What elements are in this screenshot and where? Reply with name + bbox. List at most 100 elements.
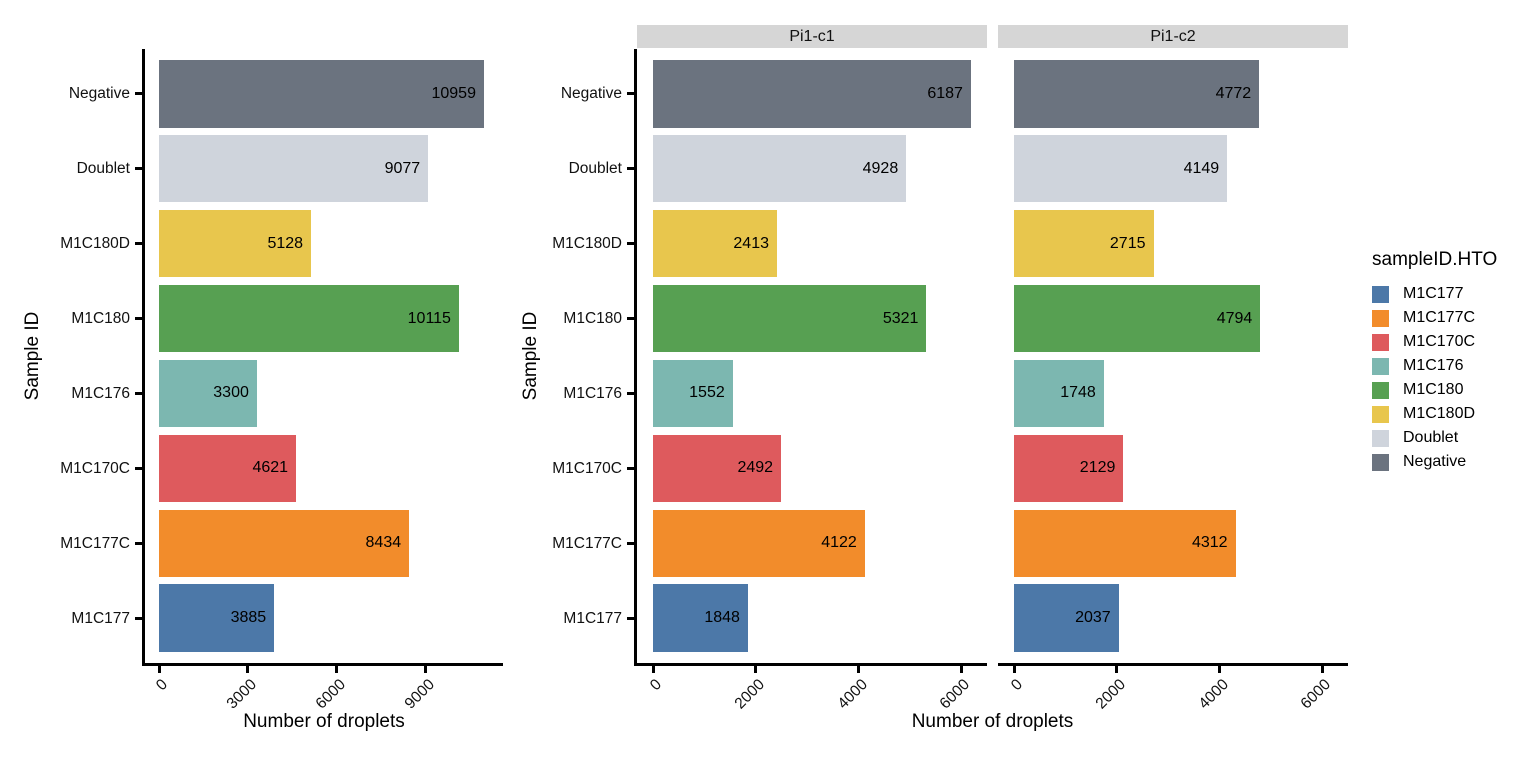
legend-swatch-negative [1372,453,1389,471]
bar-value-label: 10115 [407,309,451,327]
x-tick [651,666,655,673]
bar-value-label: 4772 [1215,84,1252,102]
y-axis-title-facets: Sample ID [520,311,541,401]
bar-all-m1c180d: 5128 [159,209,312,278]
y-tick [135,541,142,545]
bar-value-label: 3885 [230,609,267,627]
y-tick [135,317,142,321]
bar-value-label: 2413 [733,234,769,252]
legend-swatch-m1c177 [1372,285,1389,303]
y-axis-title-left: Sample ID [22,311,43,401]
legend-swatch-m1c177c [1372,309,1389,327]
y-tick [627,541,634,545]
legend-label-m1c177: M1C177 [1403,285,1464,302]
legend-swatch-m1c180d [1372,405,1389,423]
bar-value-label: 2715 [1109,234,1146,252]
bar-all-m1c180: 10115 [159,284,459,353]
bar-value-label: 4928 [862,159,899,177]
x-tick [246,666,250,673]
bar-pi1-c1-m1c177c: 4122 [653,509,865,577]
bar-value-label: 6187 [927,84,963,102]
bar-pi1-c2-m1c180d: 2715 [1014,209,1154,278]
bar-all-doublet: 9077 [159,135,429,203]
y-category-label: Negative [68,85,130,103]
legend-swatch-m1c180 [1372,381,1389,399]
bar-value-label: 9077 [384,159,421,177]
bar-value-label: 5128 [267,234,304,252]
bar-all-m1c170c: 4621 [159,434,297,502]
legend-label-doublet: Doublet [1403,429,1459,446]
x-tick [959,666,963,673]
bar-value-label: 3300 [213,384,249,402]
x-axis-title-left: Number of droplets [243,711,405,732]
bar-value-label: 2492 [737,459,774,477]
y-tick [627,242,634,246]
y-tick [135,616,142,620]
y-tick [627,616,634,620]
legend-swatch-doublet [1372,429,1389,447]
y-tick [627,466,634,470]
x-tick [754,666,758,673]
x-tick [157,666,161,673]
y-axis-line [634,49,637,666]
y-tick [627,391,634,395]
x-tick [335,666,339,673]
y-category-label: M1C177C [552,534,622,552]
bar-pi1-c1-m1c176: 1552 [653,359,733,428]
x-tick [857,666,861,673]
bar-value-label: 4621 [252,459,289,477]
bar-value-label: 5321 [882,309,919,327]
y-tick [627,92,634,96]
bar-value-label: 1848 [704,609,740,627]
bar-pi1-c2-doublet: 4149 [1014,135,1228,203]
bar-pi1-c2-m1c177c: 4312 [1014,509,1236,577]
bar-value-label: 4149 [1183,159,1220,177]
x-axis-line [634,663,987,666]
legend-label-m1c176: M1C176 [1403,357,1464,374]
facet-strip-pi1-c2: Pi1-c2 [998,25,1348,48]
y-tick [135,466,142,470]
bar-all-m1c176: 3300 [159,359,257,428]
bar-pi1-c2-m1c176: 1748 [1014,359,1104,428]
legend-swatch-m1c170c [1372,333,1389,351]
bar-all-m1c177: 3885 [159,584,275,652]
bar-pi1-c2-m1c180: 4794 [1014,284,1261,353]
y-category-label: M1C180 [563,310,622,328]
facet-strip-pi1-c1: Pi1-c1 [637,25,987,48]
bar-value-label: 1748 [1060,384,1096,402]
bar-value-label: 2129 [1079,459,1116,477]
bar-pi1-c1-m1c177: 1848 [653,584,748,652]
bar-value-label: 1552 [689,384,725,402]
bar-pi1-c1-m1c170c: 2492 [653,434,782,502]
y-category-label: Doublet [76,160,130,178]
bar-value-label: 4794 [1216,309,1253,327]
legend-label-m1c177c: M1C177C [1403,309,1476,326]
y-category-label: Negative [560,85,622,103]
y-category-label: M1C177 [71,609,130,627]
x-tick [1218,666,1222,673]
y-tick [135,92,142,96]
x-axis-line [142,663,503,666]
x-axis-line [998,663,1348,666]
bar-all-negative: 10959 [159,60,484,128]
legend-title: sampleID.HTO [1372,249,1498,270]
y-tick [135,391,142,395]
bar-pi1-c1-m1c180d: 2413 [653,209,777,278]
x-tick [1320,666,1324,673]
y-category-label: M1C176 [563,384,622,402]
x-axis-title-facets: Number of droplets [911,711,1074,732]
x-tick [1115,666,1119,673]
bar-pi1-c1-doublet: 4928 [653,135,907,203]
y-tick [135,242,142,246]
y-category-label: M1C177C [60,534,130,552]
bar-pi1-c1-m1c180: 5321 [653,284,927,353]
y-category-label: M1C170C [552,459,622,477]
bar-value-label: 4122 [821,534,857,552]
bar-pi1-c2-m1c170c: 2129 [1014,434,1124,502]
legend-label-m1c170c: M1C170C [1403,333,1476,350]
bar-value-label: 10959 [431,84,476,102]
x-tick [1012,666,1016,673]
legend-swatch-m1c176 [1372,357,1389,375]
y-category-label: M1C180D [552,235,622,253]
